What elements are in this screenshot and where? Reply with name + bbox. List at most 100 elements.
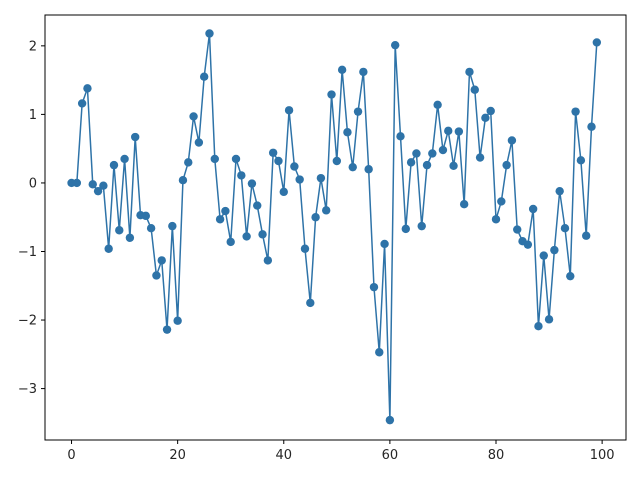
data-point xyxy=(375,348,384,357)
data-point xyxy=(592,38,602,47)
data-point xyxy=(316,173,326,183)
data-point xyxy=(152,271,161,280)
data-point xyxy=(571,107,580,116)
data-point xyxy=(364,165,373,174)
data-point xyxy=(396,132,405,141)
data-point xyxy=(88,180,97,189)
data-point xyxy=(141,211,151,221)
data-point xyxy=(523,240,533,249)
data-point xyxy=(125,233,135,242)
data-point xyxy=(486,106,495,116)
data-point xyxy=(497,197,506,206)
data-point xyxy=(210,154,219,164)
data-point xyxy=(253,201,262,210)
data-point xyxy=(566,271,575,281)
data-point xyxy=(115,226,124,235)
data-point xyxy=(475,153,485,162)
data-point xyxy=(582,231,591,240)
data-point xyxy=(162,325,172,334)
y-axis-ticks: −3 −2 −1 0 1 2 xyxy=(18,39,45,397)
data-point xyxy=(189,112,198,121)
data-markers xyxy=(67,29,602,425)
data-point xyxy=(258,230,267,239)
data-point xyxy=(131,132,140,142)
x-tick-label: 20 xyxy=(169,448,186,463)
data-point xyxy=(406,158,416,167)
data-point xyxy=(587,122,596,131)
data-point xyxy=(77,99,87,108)
data-point xyxy=(178,176,188,185)
data-point xyxy=(109,160,119,170)
y-tick-label: −1 xyxy=(18,245,37,260)
data-point xyxy=(263,256,273,265)
data-point xyxy=(438,145,448,155)
data-point xyxy=(306,298,315,308)
data-point xyxy=(268,148,278,157)
series-line xyxy=(71,33,598,421)
data-point xyxy=(332,156,342,166)
data-point xyxy=(343,128,352,137)
data-point xyxy=(459,199,469,209)
data-point xyxy=(279,187,288,197)
data-point xyxy=(380,239,389,249)
x-tick-label: 80 xyxy=(488,448,505,463)
data-point xyxy=(173,316,182,325)
data-point xyxy=(274,156,283,166)
data-point xyxy=(390,40,400,50)
data-point xyxy=(534,322,543,331)
data-point xyxy=(428,149,437,158)
data-point xyxy=(528,204,538,214)
x-axis-ticks: 0 20 40 60 80 100 xyxy=(67,440,615,463)
data-point xyxy=(385,415,395,425)
data-point xyxy=(104,244,113,253)
data-point xyxy=(359,67,368,77)
data-point xyxy=(550,245,559,255)
data-point xyxy=(560,223,570,233)
data-point xyxy=(93,186,103,196)
data-point xyxy=(422,160,432,170)
data-point xyxy=(205,29,214,38)
data-point xyxy=(295,175,304,184)
data-point xyxy=(470,85,479,94)
data-point xyxy=(337,65,347,75)
x-tick-label: 0 xyxy=(67,448,75,463)
data-point xyxy=(412,149,421,158)
data-point xyxy=(184,158,193,167)
data-point xyxy=(120,154,129,164)
data-point xyxy=(539,251,548,260)
data-point xyxy=(157,256,166,265)
x-tick-label: 40 xyxy=(275,448,292,463)
data-point xyxy=(72,178,82,188)
data-point xyxy=(290,162,299,171)
data-point xyxy=(242,232,251,241)
data-point xyxy=(433,100,442,110)
data-point xyxy=(311,213,320,222)
data-point xyxy=(465,67,474,77)
data-point xyxy=(576,156,586,165)
data-point xyxy=(215,215,225,224)
data-point xyxy=(444,126,453,136)
data-point xyxy=(221,206,230,216)
y-tick-label: −2 xyxy=(18,314,37,329)
y-tick-label: −3 xyxy=(18,382,37,397)
data-point xyxy=(284,106,294,115)
data-point xyxy=(348,162,357,172)
data-point xyxy=(454,127,464,136)
data-point xyxy=(544,315,554,324)
plot-area xyxy=(45,15,626,440)
data-point xyxy=(194,138,204,147)
data-point xyxy=(502,160,511,170)
data-point xyxy=(555,186,564,196)
data-point xyxy=(513,225,522,234)
data-point xyxy=(353,107,363,116)
data-point xyxy=(146,223,156,233)
y-tick-label: 1 xyxy=(29,108,37,123)
data-point xyxy=(83,84,92,93)
data-point xyxy=(322,206,331,215)
data-point xyxy=(231,154,241,164)
x-tick-label: 60 xyxy=(382,448,399,463)
y-tick-label: 2 xyxy=(29,39,37,54)
data-point xyxy=(199,72,209,81)
data-point xyxy=(507,136,517,145)
